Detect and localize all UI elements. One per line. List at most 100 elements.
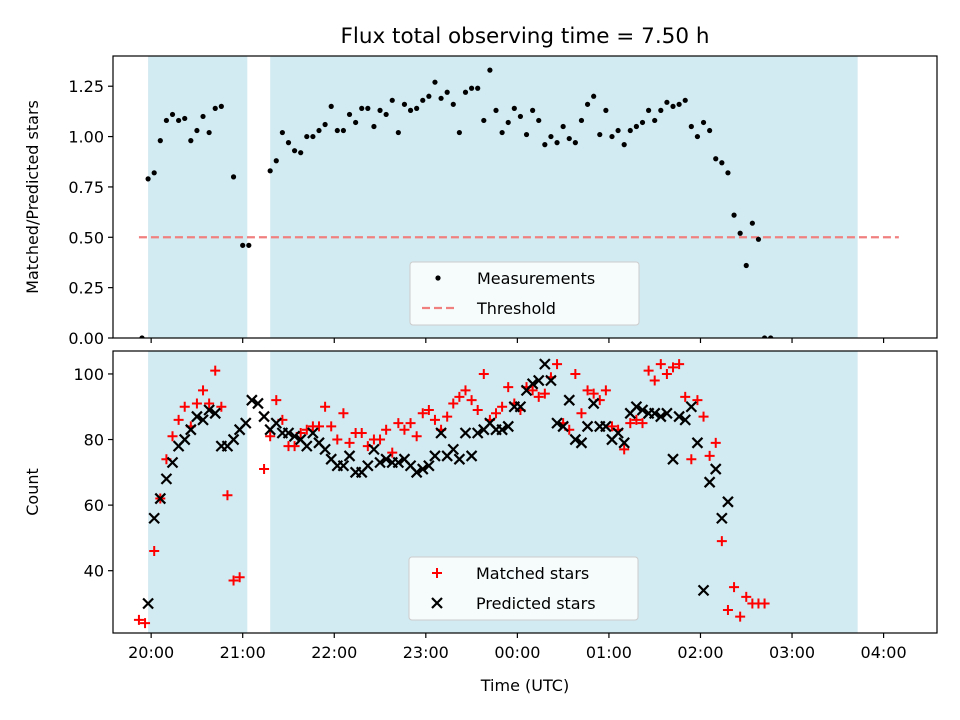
legend-box <box>408 556 639 621</box>
matched-star-point <box>759 598 770 609</box>
measurement-point <box>182 115 188 122</box>
matched-star-point <box>637 418 648 429</box>
predicted-star-point <box>691 437 704 449</box>
predicted-star-point <box>258 410 270 423</box>
bottom-panel: 40 60 80 100 Count 20:00 21:00 22:00 23:00 00:00 0… <box>23 350 938 695</box>
measurement-point <box>639 119 646 126</box>
measurement-point <box>206 129 212 136</box>
y-tick-label: 0.50 <box>68 228 104 247</box>
matched-star-point <box>405 418 416 429</box>
matched-star-point <box>179 401 190 412</box>
matched-star-point <box>149 546 160 557</box>
predicted-star-point <box>239 417 252 429</box>
matched-star-point <box>588 388 599 399</box>
predicted-star-point <box>697 584 710 597</box>
matched-star-point <box>228 575 239 586</box>
matched-star-point <box>222 490 233 501</box>
top-panel: 0.00 0.25 0.50 0.75 1.00 1.25 Matched/Predicte… <box>23 55 938 348</box>
measurement-point <box>322 121 328 128</box>
predicted-star-point <box>270 417 283 429</box>
measurement-point <box>688 123 694 130</box>
legend-marker-matched <box>432 568 442 578</box>
matched-star-point <box>527 385 538 396</box>
matched-star-point <box>686 454 697 465</box>
matched-star-point <box>649 375 660 386</box>
matched-star-point <box>606 421 617 432</box>
measurement-point <box>340 127 347 134</box>
legend-marker-predicted <box>431 597 443 609</box>
predicted-star-point <box>722 496 734 508</box>
y-tick-label: 0.25 <box>68 279 104 298</box>
matched-star-point <box>314 421 324 432</box>
y-tick-label: 60 <box>84 496 104 515</box>
predicted-star-point <box>569 433 582 446</box>
measurement-point <box>768 335 774 338</box>
measurement-point <box>212 105 218 111</box>
matched-star-point <box>716 536 727 547</box>
measurement-point <box>395 129 401 136</box>
matched-star-point <box>692 395 703 406</box>
measurement-point <box>407 107 414 113</box>
measurement-point <box>273 158 279 164</box>
measurement-point <box>761 335 768 338</box>
matched-star-point <box>387 447 398 458</box>
measurement-point <box>218 103 224 109</box>
measurement-point <box>646 107 652 113</box>
measurement-point <box>188 138 194 144</box>
predicted-star-point <box>459 427 472 439</box>
chart-title: Flux total observing time = 7.50 h <box>341 24 710 49</box>
matched-star-point <box>423 405 434 416</box>
predicted-star-point <box>673 410 685 423</box>
matched-star-point <box>448 398 459 409</box>
predicted-star-point <box>526 378 539 390</box>
matched-star-point <box>265 431 276 442</box>
measurement-point <box>359 105 365 111</box>
x-tick-label: 00:00 <box>494 643 540 662</box>
measurement-point <box>670 103 676 109</box>
predicted-star-point <box>380 453 392 465</box>
measurement-point <box>310 133 316 140</box>
measurement-point <box>536 117 542 124</box>
matched-star-point <box>655 359 666 370</box>
matched-star-point <box>381 424 392 435</box>
legend-label-predicted: Predicted stars <box>476 594 596 613</box>
matched-star-point <box>140 618 151 629</box>
measurement-point <box>627 127 633 134</box>
matched-star-point <box>399 424 410 435</box>
measurement-point <box>597 131 603 138</box>
measurement-point <box>304 133 310 140</box>
measurement-point <box>200 113 206 120</box>
x-tick-label: 22:00 <box>311 643 357 662</box>
x-tick-label: 23:00 <box>403 643 449 662</box>
predicted-star-point <box>447 443 460 456</box>
predicted-star-point <box>374 456 386 469</box>
measurement-point <box>755 236 762 242</box>
matched-star-point <box>320 401 331 412</box>
matched-star-point <box>289 441 300 452</box>
predicted-star-point <box>648 407 661 420</box>
y-tick-label: 0.75 <box>68 178 104 197</box>
x-axis-label: Time (UTC) <box>480 676 569 695</box>
predicted-star-point <box>282 427 295 439</box>
y-axis-label: Matched/Predicted stars <box>23 100 42 294</box>
measurement-point <box>389 97 395 103</box>
matched-star-point <box>332 434 343 445</box>
measurement-point <box>554 140 560 146</box>
axes-frame <box>112 350 938 634</box>
matched-star-point <box>259 464 270 475</box>
matched-star-point <box>338 408 349 419</box>
measurement-point <box>230 174 237 180</box>
predicted-star-point <box>142 597 154 610</box>
measurement-point <box>517 113 524 120</box>
predicted-star-point <box>502 420 514 433</box>
matched-star-point <box>198 385 209 396</box>
matched-star-point <box>631 414 642 425</box>
predicted-star-point <box>655 410 667 423</box>
x-tick-label: 03:00 <box>769 643 815 662</box>
predicted-star-point <box>514 400 527 413</box>
predicted-star-point <box>551 417 563 429</box>
plot-area <box>138 67 899 338</box>
measurement-point <box>621 142 627 148</box>
predicted-star-point <box>453 453 466 465</box>
measurement-point <box>481 117 487 124</box>
